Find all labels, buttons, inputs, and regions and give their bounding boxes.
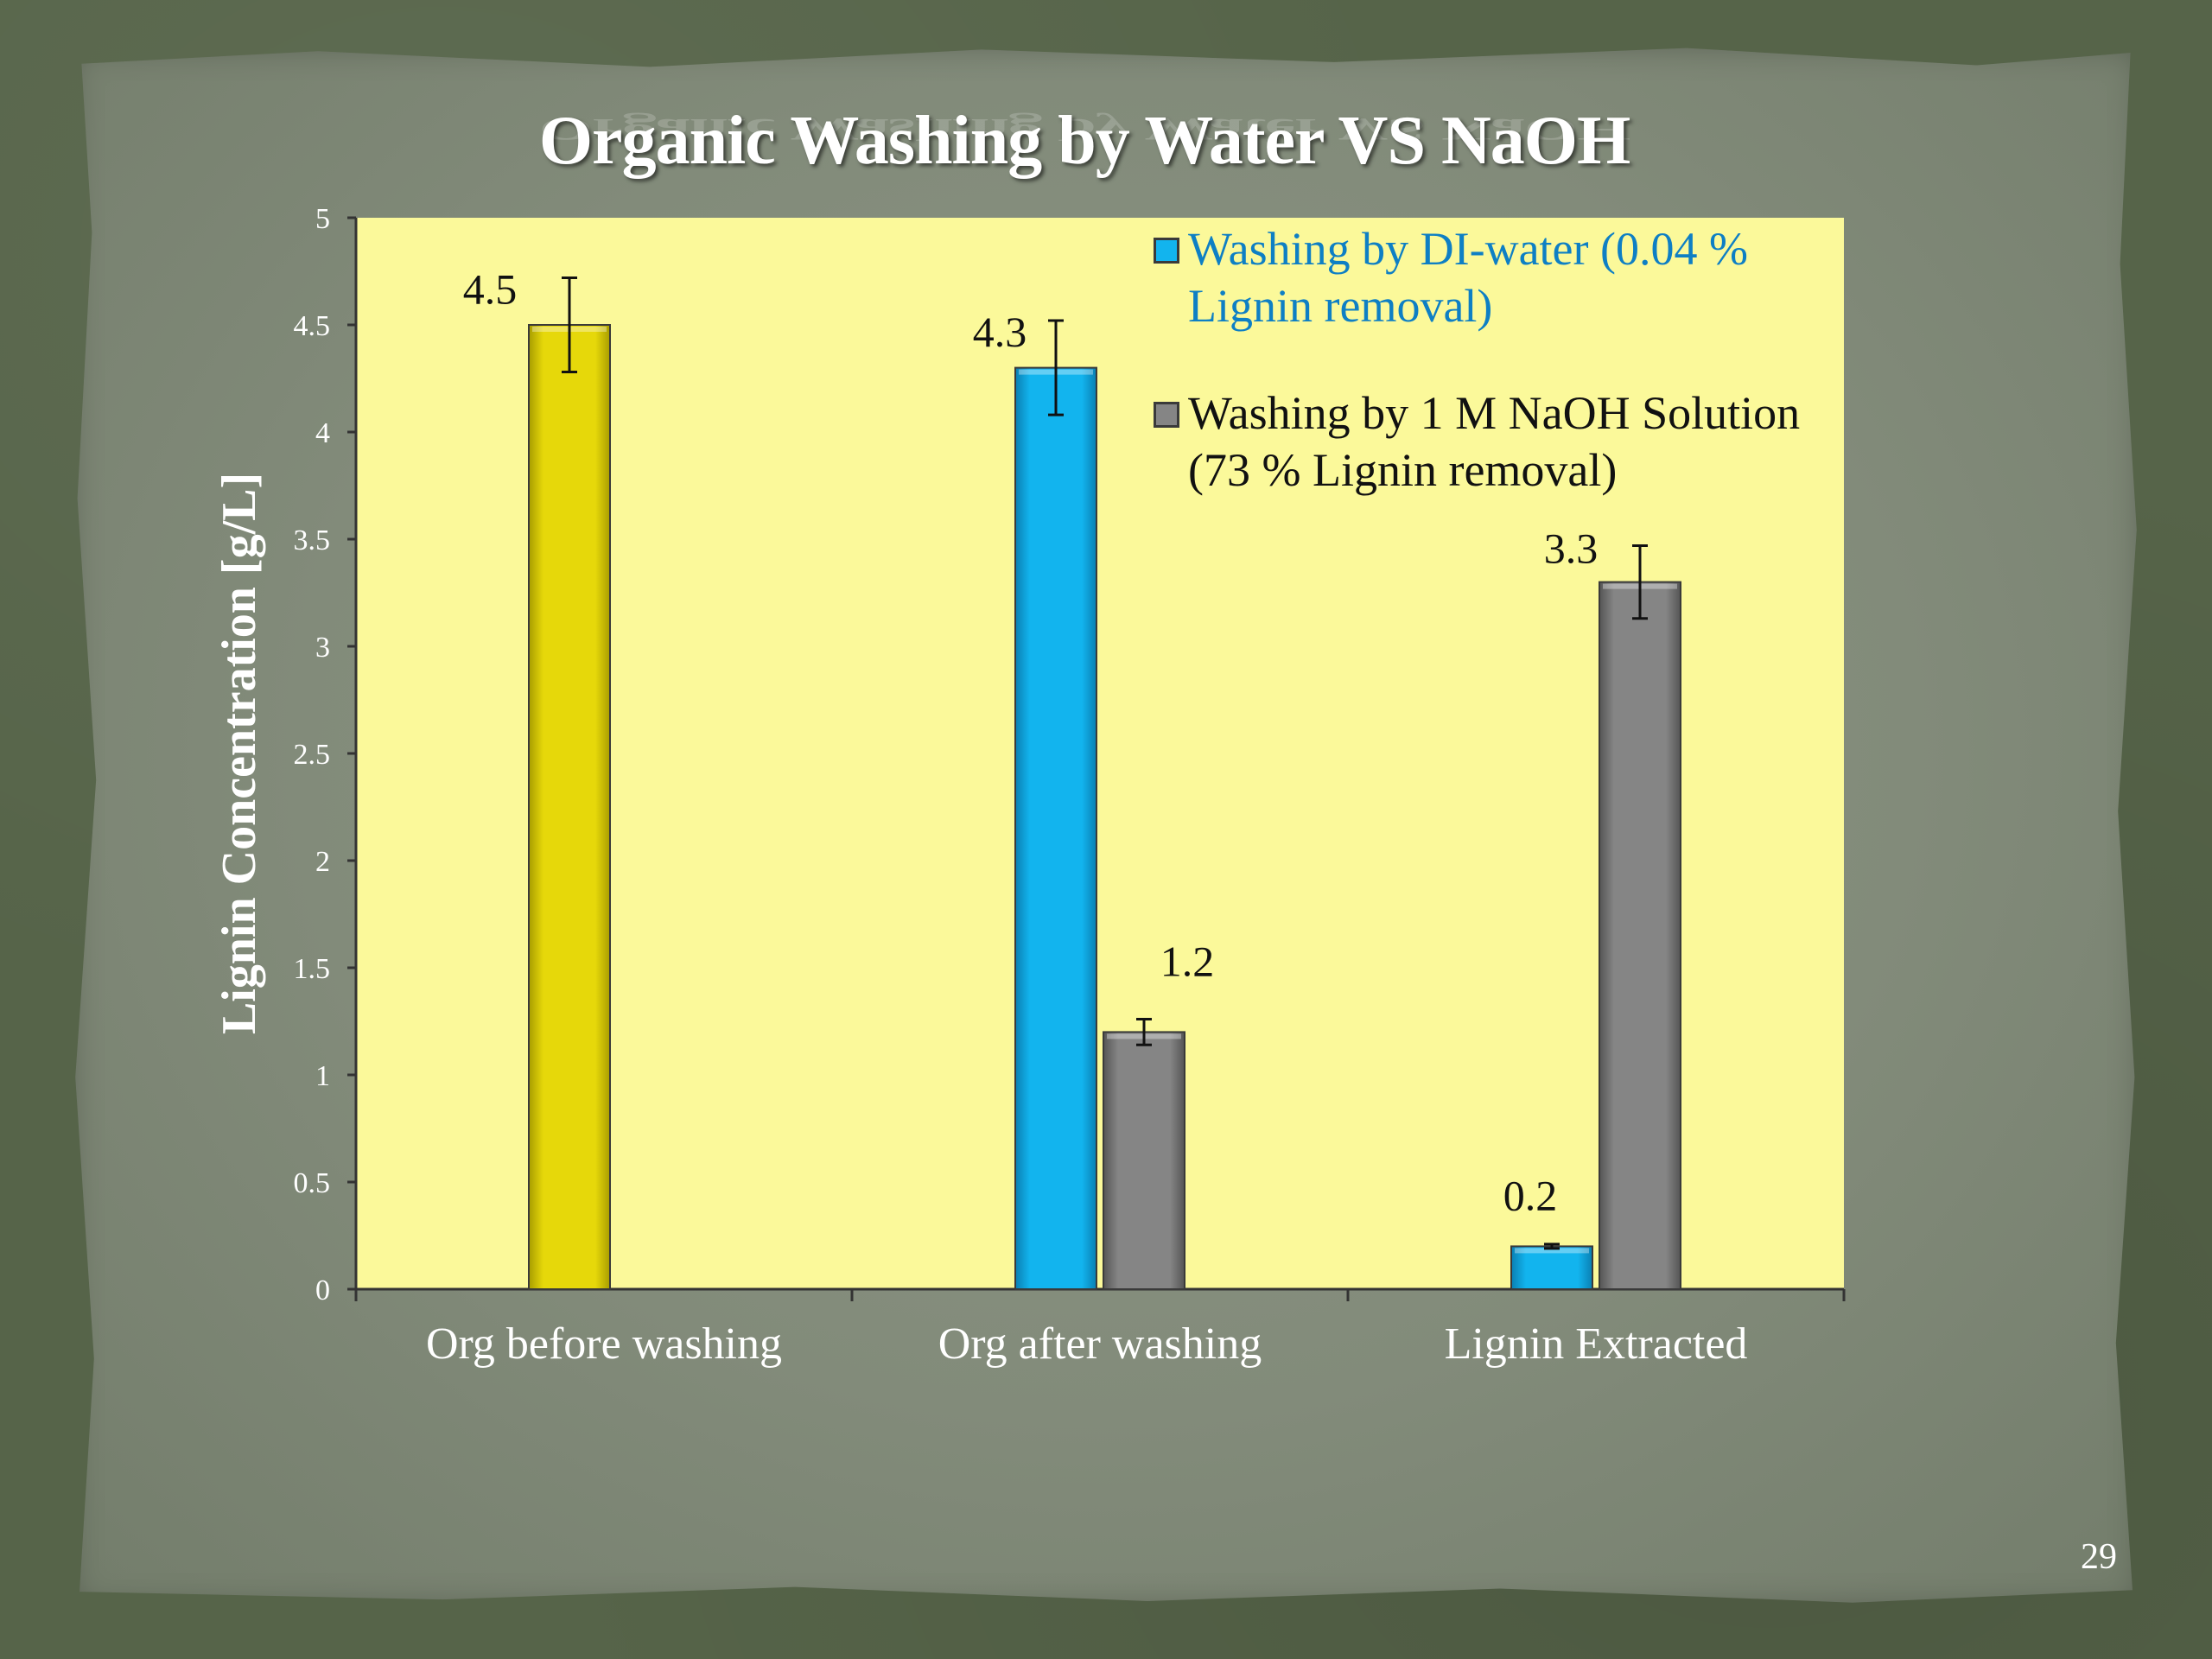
legend-item-naoh: Washing by 1 M NaOH Solution (73 % Ligni… <box>1154 385 1845 499</box>
y-tick-label: 1.5 <box>294 953 331 985</box>
y-axis-label: Lignin Concentration [g/L] <box>213 473 266 1034</box>
bar-naoh <box>1599 581 1681 1290</box>
legend-label-naoh-line1: Washing by 1 M NaOH Solution <box>1188 387 1801 439</box>
bar-water <box>1014 366 1097 1291</box>
bar-naoh <box>1103 1031 1185 1291</box>
data-label: 0.2 <box>1503 1171 1558 1219</box>
y-tick-label: 2 <box>315 846 330 878</box>
legend-item-water: Washing by DI-water (0.04 % Lignin remov… <box>1154 220 1845 334</box>
y-tick-label: 1 <box>315 1060 330 1092</box>
legend-label-water-line1: Washing by DI-water (0.04 % <box>1188 223 1748 275</box>
data-label: 4.3 <box>973 308 1027 356</box>
y-tick-label: 0.5 <box>294 1167 331 1199</box>
page-number: 29 <box>2081 1537 2117 1577</box>
x-tick-label: Org before washing <box>426 1319 782 1369</box>
x-tick-label: Org after washing <box>938 1319 1262 1369</box>
bar-bevel <box>1515 1248 1589 1254</box>
data-label: 4.5 <box>463 264 518 313</box>
y-tick-label: 4 <box>315 417 330 449</box>
legend-label-naoh-line2: (73 % Lignin removal) <box>1188 444 1618 496</box>
y-tick-label: 3.5 <box>294 524 331 556</box>
y-tick-label: 3 <box>315 632 330 664</box>
y-tick-label: 4.5 <box>294 310 331 342</box>
legend-swatch-naoh <box>1154 402 1179 428</box>
bar-original <box>528 324 611 1290</box>
y-tick-label: 5 <box>315 203 330 235</box>
data-label: 1.2 <box>1160 938 1215 986</box>
y-tick-label: 0 <box>315 1274 330 1306</box>
legend-swatch-water <box>1154 238 1179 264</box>
legend: Washing by DI-water (0.04 % Lignin remov… <box>1154 220 1845 499</box>
y-tick-label: 2.5 <box>294 739 331 771</box>
x-tick-label: Lignin Extracted <box>1445 1319 1748 1369</box>
legend-label-water-line2: Lignin removal) <box>1188 280 1493 332</box>
data-label: 3.3 <box>1544 524 1599 572</box>
slide-title: Organic Washing by Water VS NaOH <box>538 103 1630 179</box>
